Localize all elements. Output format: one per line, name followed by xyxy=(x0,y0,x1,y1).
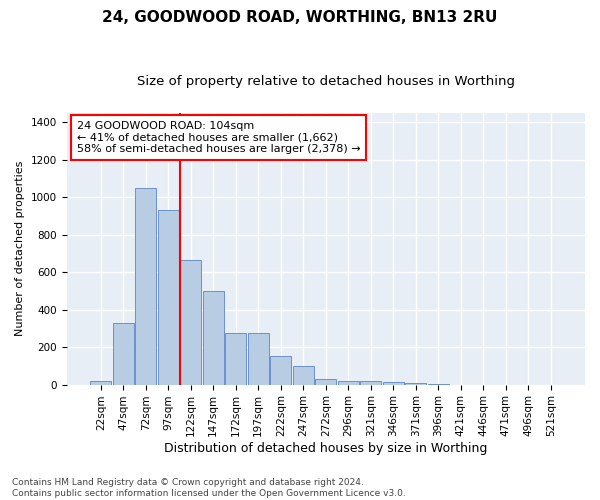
Bar xyxy=(90,381,112,384)
Bar xyxy=(360,381,382,384)
X-axis label: Distribution of detached houses by size in Worthing: Distribution of detached houses by size … xyxy=(164,442,487,455)
Text: 24, GOODWOOD ROAD, WORTHING, BN13 2RU: 24, GOODWOOD ROAD, WORTHING, BN13 2RU xyxy=(103,10,497,25)
Bar xyxy=(270,356,292,384)
Title: Size of property relative to detached houses in Worthing: Size of property relative to detached ho… xyxy=(137,75,515,88)
Bar xyxy=(383,382,404,384)
Bar xyxy=(135,188,157,384)
Bar xyxy=(248,333,269,384)
Y-axis label: Number of detached properties: Number of detached properties xyxy=(15,161,25,336)
Bar xyxy=(338,381,359,384)
Bar xyxy=(315,379,337,384)
Bar xyxy=(405,382,427,384)
Bar xyxy=(158,210,179,384)
Bar xyxy=(293,366,314,384)
Bar xyxy=(113,322,134,384)
Bar xyxy=(225,333,247,384)
Text: Contains HM Land Registry data © Crown copyright and database right 2024.
Contai: Contains HM Land Registry data © Crown c… xyxy=(12,478,406,498)
Bar xyxy=(180,260,202,384)
Text: 24 GOODWOOD ROAD: 104sqm
← 41% of detached houses are smaller (1,662)
58% of sem: 24 GOODWOOD ROAD: 104sqm ← 41% of detach… xyxy=(77,121,361,154)
Bar xyxy=(203,291,224,384)
